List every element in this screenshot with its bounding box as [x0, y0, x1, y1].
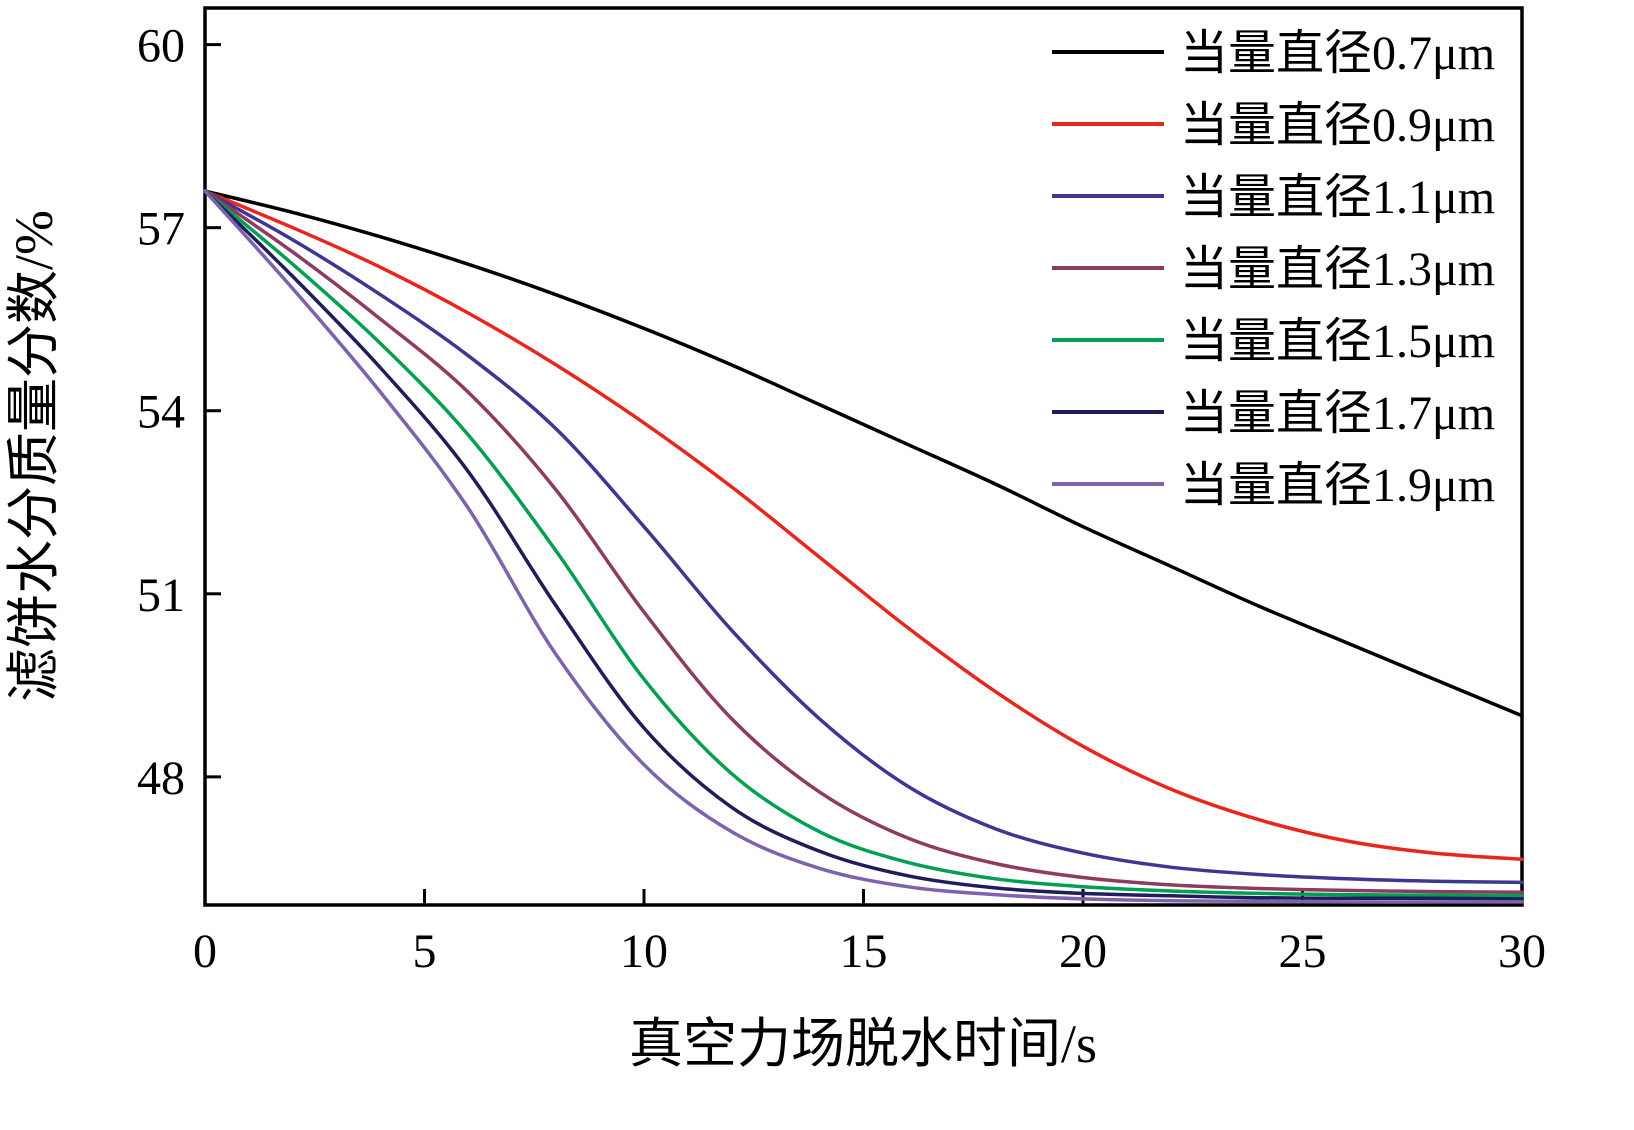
x-tick-label: 30 — [1498, 925, 1546, 978]
legend-label: 当量直径0.9μm — [1180, 99, 1495, 152]
legend-item: 当量直径1.1μm — [1052, 171, 1495, 224]
y-tick-label: 54 — [137, 386, 185, 439]
x-axis-title: 真空力场脱水时间/s — [629, 1014, 1097, 1074]
y-tick-label: 57 — [137, 203, 185, 256]
y-axis-title: 滤饼水分质量分数/% — [4, 210, 64, 702]
legend-label: 当量直径1.7μm — [1180, 387, 1495, 440]
legend-item: 当量直径0.7μm — [1052, 27, 1495, 80]
axes: 0 5 10 15 20 25 30 48 51 54 57 60 — [137, 6, 1546, 978]
legend-label: 当量直径1.1μm — [1180, 171, 1495, 224]
legend-label: 当量直径1.5μm — [1180, 315, 1495, 368]
curve-series-1 — [203, 189, 1524, 861]
legend-label: 当量直径0.7μm — [1180, 27, 1495, 80]
curve-series-6 — [203, 189, 1524, 904]
x-tick-label: 0 — [193, 925, 217, 978]
legend-item: 当量直径1.7μm — [1052, 387, 1495, 440]
curves — [203, 189, 1524, 904]
curve-series-3 — [203, 189, 1524, 894]
legend-item: 当量直径1.5μm — [1052, 315, 1495, 368]
legend: 当量直径0.7μm 当量直径0.9μm 当量直径1.1μm 当量直径1.3μm 当量直径… — [1052, 27, 1495, 512]
curve-series-2 — [203, 189, 1524, 885]
curve-series-0 — [203, 189, 1524, 718]
legend-item: 当量直径1.3μm — [1052, 243, 1495, 296]
legend-item: 当量直径0.9μm — [1052, 99, 1495, 152]
legend-label: 当量直径1.9μm — [1180, 459, 1495, 512]
legend-label: 当量直径1.3μm — [1180, 243, 1495, 296]
x-tick-label: 15 — [840, 925, 888, 978]
legend-item: 当量直径1.9μm — [1052, 459, 1495, 512]
x-tick-label: 5 — [413, 925, 437, 978]
curve-series-4 — [203, 189, 1524, 898]
y-tick-label: 51 — [137, 569, 185, 622]
curve-series-5 — [203, 189, 1524, 901]
x-tick-label: 10 — [620, 925, 668, 978]
y-tick-label: 48 — [137, 752, 185, 805]
x-tick-label: 25 — [1279, 925, 1327, 978]
y-tick-label: 60 — [137, 20, 185, 73]
x-tick-label: 20 — [1059, 925, 1107, 978]
